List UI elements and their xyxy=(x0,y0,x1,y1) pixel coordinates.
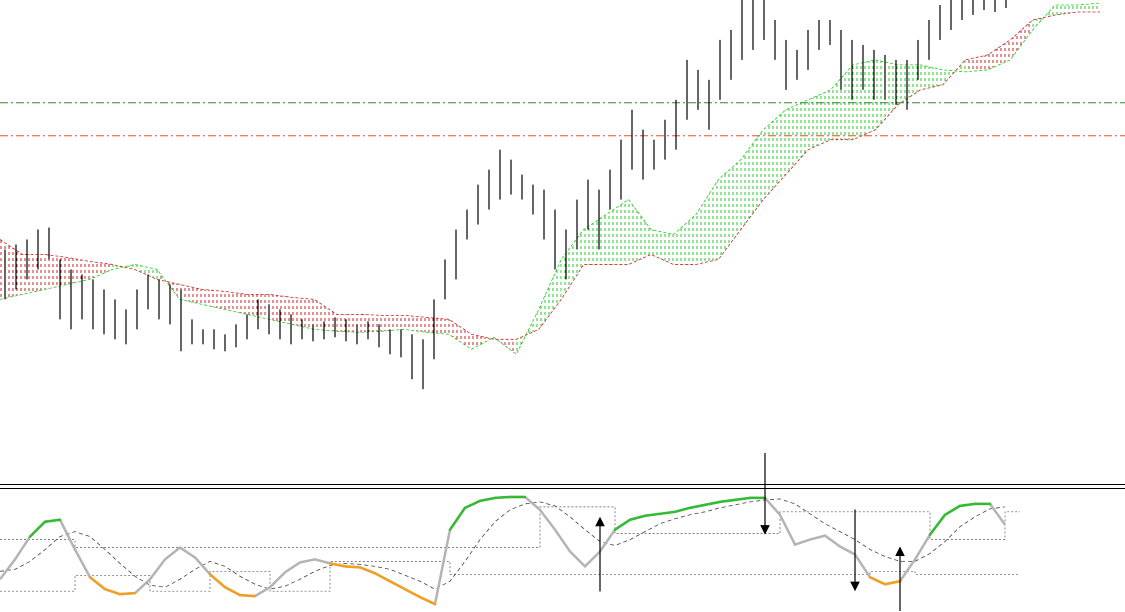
cloud-segment xyxy=(493,337,517,355)
cloud-segment xyxy=(202,289,225,310)
cloud-segment xyxy=(538,259,562,330)
cloud-segment xyxy=(336,314,360,333)
cloud-segment xyxy=(808,89,831,150)
cloud-segment xyxy=(448,319,472,350)
oscillator-highlight xyxy=(223,585,242,597)
oscillator-highlight xyxy=(493,495,512,500)
cloud-segment xyxy=(404,315,427,333)
oscillator-highlight xyxy=(118,591,137,596)
oscillator-highlight xyxy=(643,512,662,518)
cloud-segment xyxy=(1010,19,1033,60)
cloud-segment xyxy=(0,239,23,300)
oscillator-highlight xyxy=(703,500,722,507)
cloud-segment xyxy=(853,59,876,140)
oscillator-highlight xyxy=(238,593,257,598)
oscillator-highlight xyxy=(88,576,107,591)
cloud-segment xyxy=(740,129,764,230)
oscillator-highlight xyxy=(463,499,482,510)
oscillator-highlight xyxy=(28,520,47,538)
cloud-segment xyxy=(471,334,494,350)
oscillator-highlight xyxy=(208,573,227,589)
cloud-segment xyxy=(426,317,449,335)
cloud-segment xyxy=(875,59,898,130)
upper-band xyxy=(0,506,1020,548)
cloud-segment xyxy=(651,229,674,265)
oscillator-highlight xyxy=(373,572,392,583)
cloud-segment xyxy=(695,179,719,265)
oscillator-line xyxy=(0,495,1007,606)
cloud-segment xyxy=(1077,2,1100,12)
cloud-segment xyxy=(718,159,741,260)
cloud-span xyxy=(0,11,1100,340)
cloud-segment xyxy=(1055,4,1078,15)
signal-line xyxy=(0,498,1006,590)
oscillator-highlight xyxy=(358,566,377,575)
cloud-segment xyxy=(987,39,1011,70)
oscillator-highlight xyxy=(958,502,977,508)
cloud-segment xyxy=(606,199,629,265)
cloud-segment xyxy=(179,284,203,305)
cloud-segment xyxy=(269,294,292,325)
oscillator-highlight xyxy=(448,506,467,531)
cloud-segment xyxy=(381,315,405,332)
cloud-segment xyxy=(628,199,652,265)
cloud-segment xyxy=(224,291,247,315)
cloud-segment xyxy=(67,257,90,285)
oscillator-highlight xyxy=(943,504,962,517)
cloud-segment xyxy=(830,64,854,140)
cloud-segment xyxy=(673,214,696,265)
oscillator-highlight xyxy=(403,587,422,599)
cloud-segment xyxy=(897,64,921,105)
oscillator-highlight xyxy=(43,518,62,523)
cloud-segment xyxy=(291,297,315,330)
oscillator-highlight xyxy=(478,496,497,503)
oscillator-highlight xyxy=(868,576,887,586)
oscillator-highlight xyxy=(733,496,752,502)
cloud-span xyxy=(0,2,1101,355)
cloud-segment xyxy=(785,99,809,175)
cloud-segment xyxy=(44,254,68,290)
oscillator-highlight xyxy=(328,562,347,568)
oscillator-highlight xyxy=(388,579,407,591)
oscillator-highlight xyxy=(718,498,737,504)
oscillator-highlight xyxy=(673,506,692,514)
oscillator-highlight xyxy=(928,513,947,536)
cloud-segment xyxy=(965,54,988,72)
cloud-segment xyxy=(314,299,337,332)
cloud-segment xyxy=(583,214,607,265)
oscillator-highlight xyxy=(688,503,707,510)
cloud-segment xyxy=(920,64,943,90)
cloud-segment xyxy=(22,254,45,295)
cloud-segment xyxy=(561,229,584,300)
oscillator-highlight xyxy=(418,595,437,606)
oscillator-highlight xyxy=(613,518,632,531)
oscillator-highlight xyxy=(628,514,647,522)
cloud-segment xyxy=(134,264,158,280)
oscillator-highlight xyxy=(883,579,902,586)
oscillator-highlight xyxy=(658,510,677,516)
oscillator-highlight xyxy=(343,565,362,569)
oscillator-highlight xyxy=(103,587,122,596)
cloud-segment xyxy=(89,261,113,280)
cloud-segment xyxy=(763,109,786,200)
cloud-segment xyxy=(359,314,382,333)
